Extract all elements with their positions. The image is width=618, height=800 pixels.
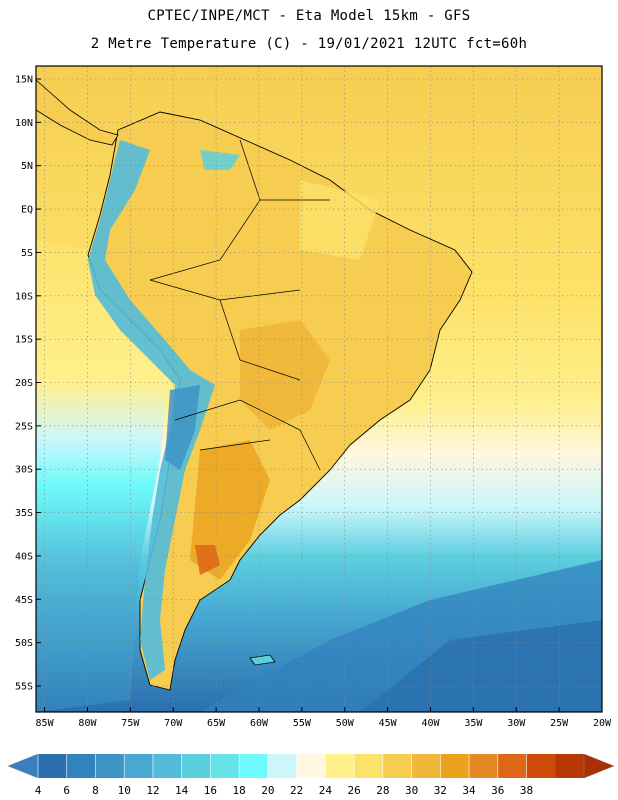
colorbar-label: 22 [290,784,303,797]
colorbar-label: 12 [146,784,159,797]
colorbar-label: 20 [261,784,274,797]
axis-ticks: 15N 10N 5N EQ 5S 10S 15S 20S 25S 30S 35S 40S 45S 50S 5… [15,75,612,729]
lat-tick-label: 50S [15,638,33,649]
colorbar-swatch [411,754,441,778]
lon-tick-label: 80W [78,718,97,729]
colorbar-swatch [38,754,68,778]
colorbar-label: 32 [434,784,447,797]
colorbar: 4 6 8 10 12 14 16 18 20 22 24 26 28 30 32 34 36 38 [7,753,615,797]
lat-tick-label: 15N [15,75,33,86]
colorbar-swatch [66,754,96,778]
lon-tick-label: 50W [336,718,355,729]
chart-title-line2: 2 Metre Temperature (C) - 19/01/2021 12U… [90,36,528,52]
colorbar-swatch [152,754,183,778]
map-frame [35,65,603,713]
lon-tick-label: 60W [250,718,269,729]
colorbar-swatch [210,754,240,778]
colorbar-label: 36 [491,784,504,797]
colorbar-swatch [239,754,269,778]
lat-tick-label: 40S [15,551,33,562]
lat-tick-label: 20S [15,378,33,389]
colorbar-over-arrow [583,753,615,779]
colorbar-label: 10 [118,784,131,797]
hottest-spot [195,545,220,575]
colorbar-label: 34 [462,784,476,797]
colorbar-under-arrow [7,753,39,779]
colorbar-label: 16 [204,784,217,797]
colorbar-swatch [382,754,413,778]
lat-tick-label: 25S [15,421,33,432]
deep-south-ocean-field [360,620,602,712]
venezuela-highlands-cool [200,150,240,170]
colorbar-swatch [95,754,125,778]
lat-tick-label: 30S [15,465,33,476]
colorbar-label: 6 [63,784,70,797]
colorbar-label: 14 [175,784,189,797]
lon-tick-label: 70W [164,718,183,729]
colorbar-swatch [440,754,470,778]
colorbar-label: 24 [319,784,333,797]
lon-tick-label: 55W [293,718,312,729]
colorbar-label: 26 [347,784,360,797]
colorbar-swatch [267,754,298,778]
colorbar-swatch [469,754,499,778]
lat-tick-label: 45S [15,595,33,606]
lat-tick-label: 15S [15,335,33,346]
central-america-land [36,79,119,146]
colorbar-label: 30 [405,784,418,797]
chart-title-line1: CPTEC/INPE/MCT - Eta Model 15km - GFS [147,8,471,24]
lat-tick-label: 5N [21,161,33,172]
colorbar-swatch [497,754,528,778]
lon-tick-label: 35W [464,718,483,729]
map-field [36,66,602,712]
lon-tick-label: 25W [550,718,569,729]
colorbar-swatch [181,754,211,778]
lon-tick-label: 65W [207,718,226,729]
colorbar-label: 8 [92,784,99,797]
colorbar-swatch [325,754,355,778]
high-andes-coldest [165,385,200,470]
lat-tick-label: 55S [15,681,33,692]
lon-tick-label: 45W [379,718,398,729]
lat-tick-label: 10S [15,291,33,302]
country-borders [149,139,330,471]
colorbar-label: 28 [376,784,389,797]
falklands-islands [249,654,276,666]
pacific-ocean-field [36,240,170,712]
lon-tick-label: 40W [421,718,440,729]
lon-tick-label: 30W [507,718,526,729]
colorbar-swatch [296,754,326,778]
colorbar-swatch [526,754,556,778]
lat-tick-label: 5S [21,248,33,259]
colorbar-label: 18 [233,784,246,797]
colorbar-label: 4 [35,784,42,797]
colorbar-label: 38 [520,784,533,797]
lat-tick-label: EQ [21,205,33,216]
colorbar-swatch [555,754,585,778]
lon-tick-label: 75W [121,718,140,729]
lon-tick-label: 20W [593,718,612,729]
colorbar-swatch [354,754,384,778]
lat-tick-label: 35S [15,508,33,519]
lon-tick-label: 85W [36,718,55,729]
colorbar-swatch [124,754,154,778]
lat-tick-label: 10N [15,118,33,129]
